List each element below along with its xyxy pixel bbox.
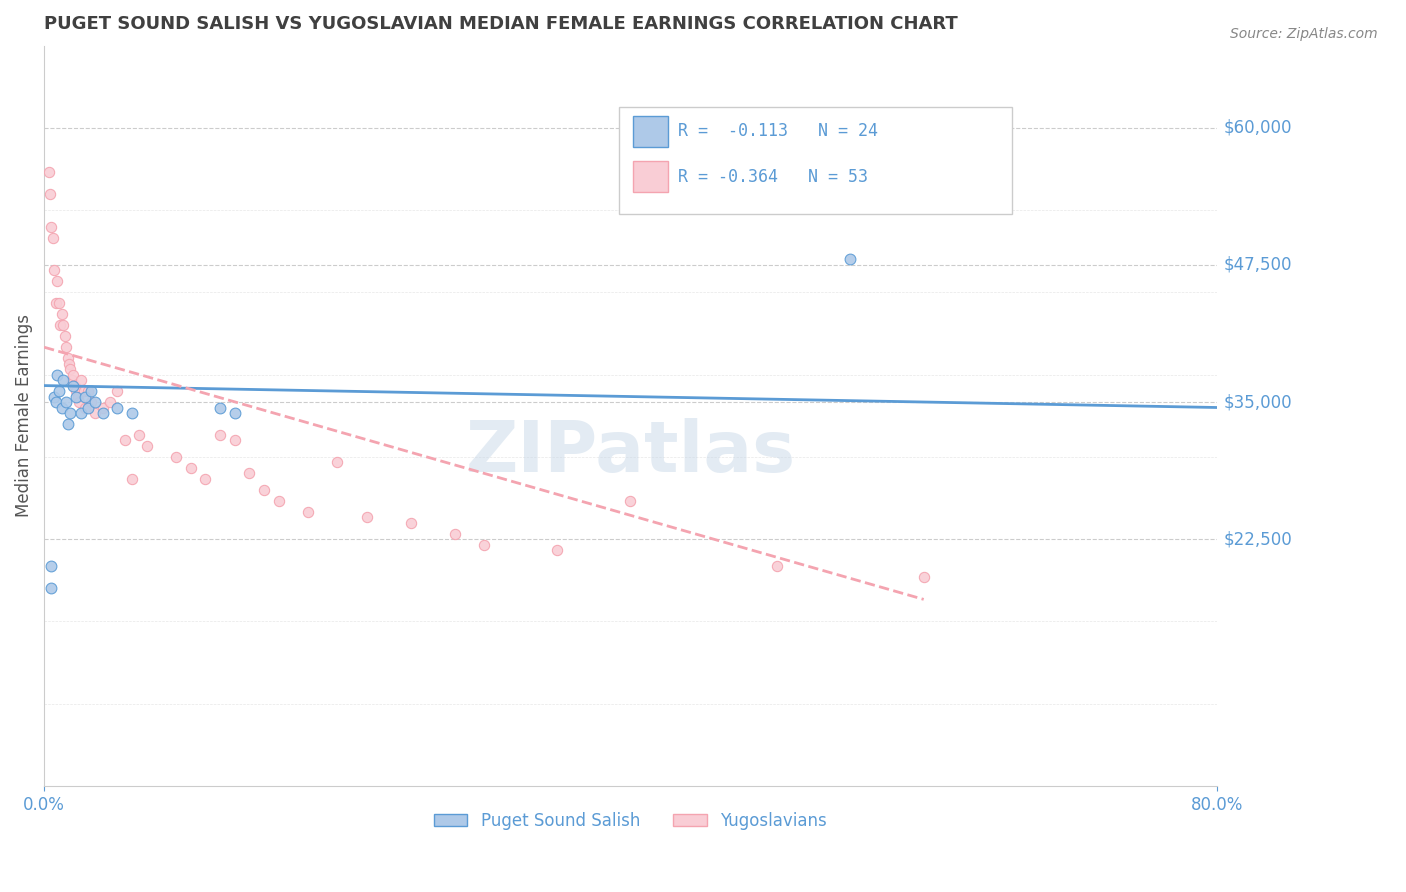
Point [69,406,91,420]
Point [44,390,66,404]
Point [77,401,100,415]
Point [48,384,70,398]
Point [224,406,246,420]
Point [65,390,87,404]
Text: $22,500: $22,500 [1223,530,1292,548]
Point [60,373,83,387]
Text: $35,000: $35,000 [1223,393,1292,411]
Point [63,378,86,392]
Text: $60,000: $60,000 [1223,119,1292,136]
Point [107,384,129,398]
Point [55,340,77,354]
Point [253,483,276,497]
Point [55,395,77,409]
Point [399,516,422,530]
Point [107,401,129,415]
Point [224,434,246,448]
Point [75,390,97,404]
Point [56,417,79,431]
Point [56,351,79,366]
Point [41,559,63,574]
Point [84,395,107,409]
Point [51,401,73,415]
Point [51,307,73,321]
Point [135,439,157,453]
Point [38,165,60,179]
Point [59,406,82,420]
Point [839,252,862,267]
Point [41,219,63,234]
Point [165,450,187,464]
Point [238,467,260,481]
Point [52,318,75,333]
Point [114,434,136,448]
Point [49,318,72,333]
Point [62,368,84,382]
Point [75,401,97,415]
Point [45,296,67,310]
Point [84,406,107,420]
Point [121,472,143,486]
Text: R = -0.364   N = 53: R = -0.364 N = 53 [678,168,868,186]
Point [66,390,89,404]
Point [128,428,150,442]
Point [80,384,103,398]
Point [472,537,495,551]
Point [69,373,91,387]
Text: R =  -0.113   N = 24: R = -0.113 N = 24 [678,122,877,140]
Point [46,368,69,382]
Point [91,401,114,415]
Point [46,274,69,288]
Point [766,559,789,574]
Point [65,384,87,398]
Point [912,570,935,584]
Text: PUGET SOUND SALISH VS YUGOSLAVIAN MEDIAN FEMALE EARNINGS CORRELATION CHART: PUGET SOUND SALISH VS YUGOSLAVIAN MEDIAN… [44,15,957,33]
Point [62,378,84,392]
Point [45,395,67,409]
Point [208,401,231,415]
Point [58,357,80,371]
Legend: Puget Sound Salish, Yugoslavians: Puget Sound Salish, Yugoslavians [427,805,834,837]
Point [48,296,70,310]
Point [356,510,378,524]
Point [267,493,290,508]
Point [619,493,641,508]
Point [443,526,465,541]
Point [98,395,121,409]
Point [91,406,114,420]
Text: ZIPatlas: ZIPatlas [465,418,796,487]
Point [41,582,63,596]
Text: $47,500: $47,500 [1223,256,1292,274]
Point [77,384,100,398]
Point [121,406,143,420]
Point [180,460,202,475]
Point [67,395,90,409]
Point [546,543,568,558]
Point [52,373,75,387]
Point [326,455,349,469]
Point [59,362,82,376]
Point [80,395,103,409]
Point [39,186,62,201]
Point [297,505,319,519]
Point [42,230,65,244]
Point [53,329,76,343]
Point [208,428,231,442]
Point [73,384,96,398]
Y-axis label: Median Female Earnings: Median Female Earnings [15,314,32,517]
Point [44,263,66,277]
Point [194,472,217,486]
Text: Source: ZipAtlas.com: Source: ZipAtlas.com [1230,27,1378,41]
